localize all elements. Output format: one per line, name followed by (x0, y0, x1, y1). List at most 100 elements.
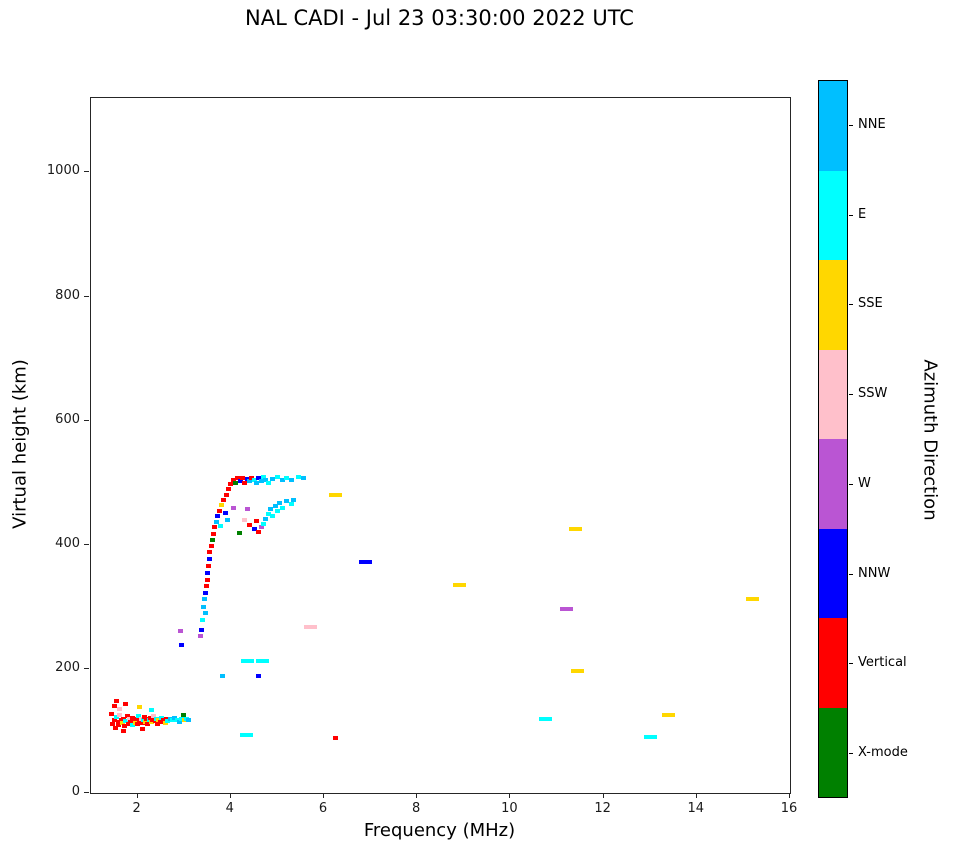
data-point-nne (288, 478, 294, 483)
data-point-vertical (239, 475, 245, 480)
data-point-nne (300, 476, 306, 481)
y-tick-label: 200 (55, 659, 80, 675)
data-point-ssw (304, 624, 318, 629)
x-tick-label: 12 (594, 801, 611, 816)
data-point-vertical (139, 720, 145, 725)
data-point-vertical (205, 563, 211, 568)
data-point-vertical (145, 722, 151, 727)
data-point-vertical (235, 476, 241, 481)
data-point-vertical (225, 486, 231, 491)
data-point-nnw (359, 559, 373, 564)
data-point-w (178, 629, 184, 634)
colorbar-segment-vertical (819, 618, 847, 708)
data-point-x-mode (180, 712, 186, 717)
data-point-sse (149, 720, 155, 725)
data-point-x-mode (209, 537, 215, 542)
data-point-sse (143, 719, 149, 724)
data-point-sse (137, 705, 143, 710)
plot-area (90, 97, 791, 794)
colorbar-tick (849, 483, 853, 485)
data-point-e (165, 719, 171, 724)
data-point-nnw (256, 476, 262, 481)
x-tick-label: 8 (412, 801, 421, 816)
data-point-nnw (215, 514, 221, 519)
data-point-vertical (134, 717, 140, 722)
chart-title: NAL CADI - Jul 23 03:30:00 2022 UTC (245, 6, 634, 30)
colorbar-segment-sse (819, 260, 847, 350)
x-axis-tick (416, 793, 418, 798)
x-axis-label: Frequency (MHz) (363, 820, 516, 841)
x-axis-tick (136, 793, 138, 798)
data-point-nne (258, 478, 264, 483)
data-point-w (230, 506, 236, 511)
data-point-vertical (112, 725, 118, 730)
data-point-nne (272, 504, 278, 509)
data-point-e (256, 659, 270, 664)
data-point-nne (214, 519, 220, 524)
colorbar-entry-label: W (858, 475, 871, 491)
data-point-vertical (128, 719, 134, 724)
data-point-e (274, 508, 280, 513)
data-point-nne (201, 604, 207, 609)
data-point-e (200, 618, 206, 623)
colorbar-segment-ssw (819, 349, 847, 439)
y-axis-tick (84, 295, 89, 297)
colorbar (818, 80, 848, 798)
colorbar-tick (849, 663, 853, 665)
x-axis-tick (509, 793, 511, 798)
data-point-vertical (228, 481, 234, 486)
data-point-nne (291, 498, 297, 503)
data-point-sse (662, 713, 676, 718)
colorbar-entry-label: NNE (858, 116, 886, 132)
data-point-nne (202, 611, 208, 616)
x-tick-label: 4 (225, 801, 234, 816)
colorbar-entry-label: Vertical (858, 655, 907, 671)
data-point-x-mode (236, 530, 242, 535)
data-point-e (129, 722, 135, 727)
data-point-nnw (207, 557, 213, 562)
colorbar-segment-w (819, 439, 847, 529)
y-tick-label: 400 (55, 535, 80, 551)
data-point-e (136, 714, 142, 719)
data-point-vertical (249, 475, 255, 480)
data-point-vertical (211, 525, 217, 530)
data-point-vertical (256, 530, 262, 535)
data-point-vertical (242, 480, 248, 485)
data-point-nne (253, 480, 259, 485)
data-point-nne (177, 719, 183, 724)
data-point-vertical (152, 719, 158, 724)
data-point-e (288, 501, 294, 506)
y-axis-label: Virtual height (km) (9, 359, 31, 529)
x-axis-tick (323, 793, 324, 798)
data-point-sse (218, 503, 224, 508)
x-tick-label: 10 (501, 801, 518, 816)
data-point-e (251, 478, 257, 483)
colorbar-tick (849, 394, 853, 396)
y-axis-tick (84, 667, 89, 669)
y-axis-tick (84, 792, 89, 793)
data-point-vertical (109, 711, 115, 716)
data-point-nne (202, 597, 208, 602)
data-point-vertical (207, 550, 213, 555)
data-point-vertical (246, 522, 252, 527)
data-point-vertical (205, 577, 210, 582)
data-point-vertical (121, 728, 127, 733)
data-point-vertical (221, 498, 227, 503)
data-point-vertical (154, 721, 160, 726)
data-point-e (270, 513, 276, 518)
colorbar-tick (849, 214, 853, 216)
data-point-vertical (253, 519, 259, 524)
data-point-vertical (123, 702, 129, 707)
colorbar-tick (849, 124, 853, 126)
colorbar-entry-label: X-mode (858, 745, 908, 761)
data-point-w (258, 525, 264, 530)
data-point-vertical (150, 717, 155, 722)
data-point-vertical (139, 727, 145, 732)
data-point-sse (571, 668, 585, 673)
x-tick-label: 14 (687, 801, 705, 816)
data-point-e (279, 505, 285, 510)
data-point-vertical (223, 492, 229, 497)
data-point-nne (279, 477, 285, 482)
y-axis-tick (84, 543, 89, 545)
